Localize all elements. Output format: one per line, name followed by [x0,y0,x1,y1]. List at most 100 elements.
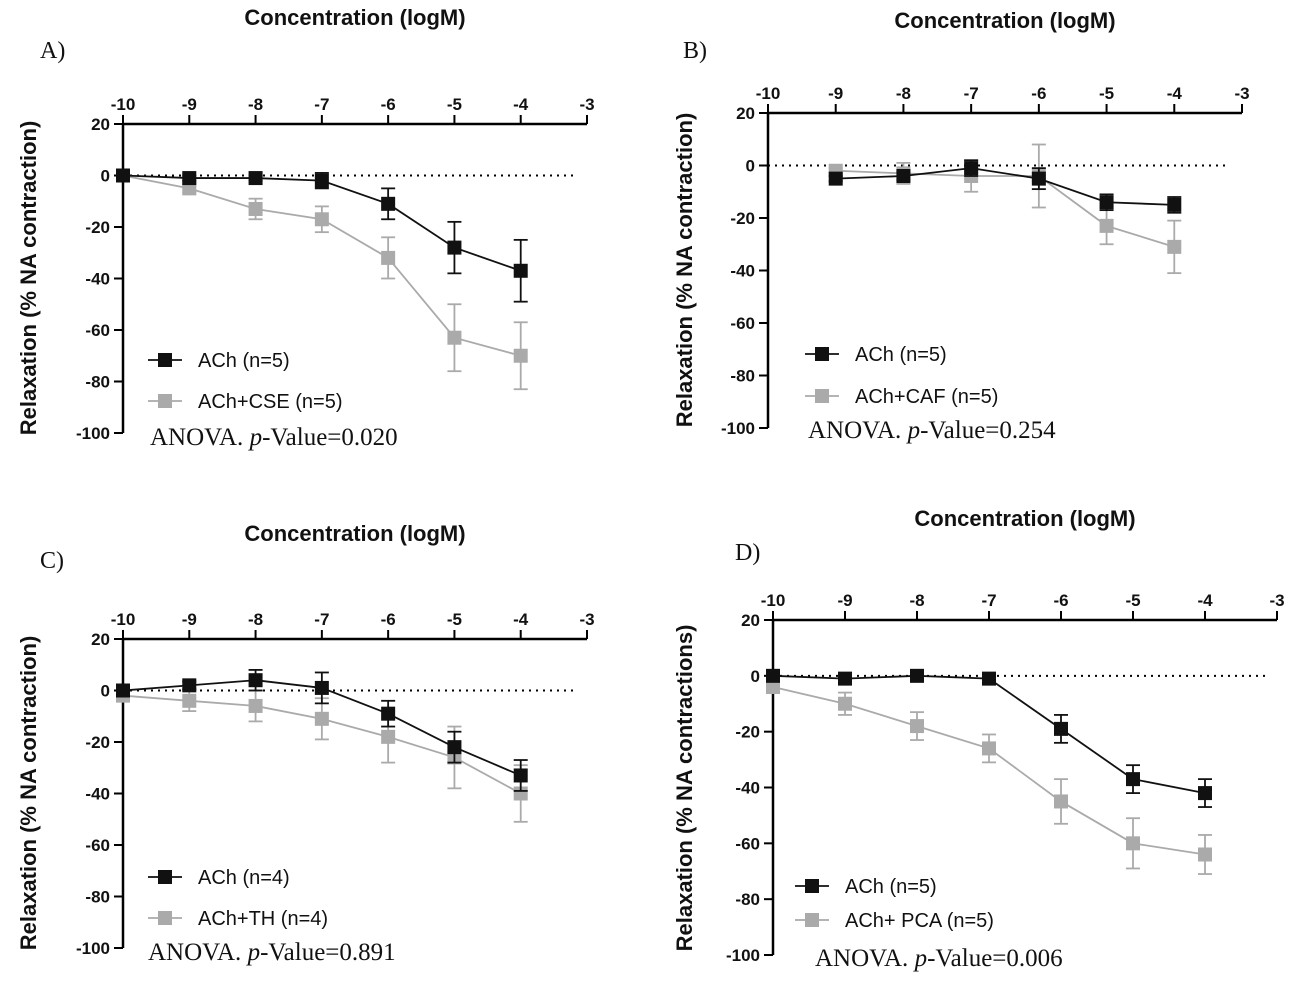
panel-label: A) [40,38,65,64]
data-point [513,768,528,783]
x-tick-label: -7 [964,84,979,103]
x-tick-label: -5 [1125,591,1140,610]
y-axis-label: Relaxation (% NA contraction) [16,636,41,951]
x-tick-label: -8 [909,591,924,610]
data-point [1198,786,1212,801]
y-tick-label: 20 [91,115,110,134]
data-point [447,330,462,345]
legend-marker [158,911,172,925]
anova-annotation: ANOVA. p-Value=0.891 [148,939,396,966]
legend-entry: ACh+CSE (n=5) [198,391,343,413]
data-point [314,711,329,726]
y-tick-label: -40 [735,779,760,798]
data-point [314,212,329,227]
anova-p-symbol: p [246,939,261,966]
anova-prefix: ANOVA. [148,939,248,966]
anova-p-symbol: p [913,945,928,972]
legend: ACh (n=4) ACh+TH (n=4) [148,867,328,930]
y-tick-label: -100 [726,946,760,965]
legend-marker [805,879,819,893]
panel-label: C) [40,548,64,574]
x-tick-label: -9 [182,95,197,114]
x-tick-label: -9 [182,610,197,629]
y-tick-label: -40 [730,262,755,281]
data-point [1099,218,1114,233]
series-ach-treatment [116,688,528,823]
anova-prefix: ANOVA. [808,417,908,444]
x-tick-label: -6 [1053,591,1068,610]
data-point [766,680,780,694]
data-point [1054,721,1068,736]
anova-prefix: ANOVA. [815,945,915,972]
anova-value: -Value=0.891 [260,939,396,966]
data-point [447,740,462,755]
x-tick-label: -3 [579,610,594,629]
data-point [513,786,528,801]
anova-value: -Value=0.020 [262,424,398,451]
x-tick-label: -10 [111,95,136,114]
chart-panel-b: Concentration (logM) B) -10 -9 -8 -7 -6 -5 -4 -3 2… [672,8,1250,444]
y-axis-label: Relaxation (% NA contraction) [672,113,697,428]
series-ach [116,669,528,792]
y-tick-label: -100 [76,424,110,443]
anova-annotation: ANOVA. p-Value=0.006 [815,945,1063,972]
legend-marker [815,347,829,361]
data-point [381,729,396,744]
data-point [910,719,924,734]
data-point [182,693,197,708]
data-point [1031,171,1046,186]
x-tick-label: -4 [1197,591,1213,610]
legend-entry: ACh (n=5) [198,350,290,372]
data-point [182,678,197,693]
data-point [248,171,263,186]
legend-entry: ACh+CAF (n=5) [855,386,998,408]
x-tick-label: -6 [1031,84,1046,103]
series-ach [116,168,528,303]
legend-entry: ACh (n=4) [198,867,290,889]
legend-entry: ACh+TH (n=4) [198,908,328,930]
data-point [838,671,852,686]
x-tick-label: -9 [828,84,843,103]
anova-value: -Value=0.006 [927,945,1063,972]
data-point [1126,836,1140,851]
series-line [835,167,1175,206]
x-tick-label: -4 [513,95,529,114]
y-tick-label: -80 [730,367,755,386]
data-point [381,250,396,265]
data-point [828,171,843,186]
x-tick-label: -8 [896,84,911,103]
data-point [1167,197,1182,212]
x-tick-label: -3 [579,95,594,114]
data-point [896,169,911,183]
legend-marker [158,394,172,408]
data-point [1167,239,1182,254]
y-tick-label: 20 [741,611,760,630]
data-point [1054,794,1068,809]
x-tick-label: -9 [837,591,852,610]
x-tick-label: -3 [1269,591,1284,610]
data-point [314,680,329,695]
legend-entry: ACh (n=5) [845,876,937,898]
data-point [964,161,979,176]
y-tick-label: -40 [85,785,110,804]
series-line [772,686,1206,856]
data-point [513,263,528,278]
x-tick-label: -7 [981,591,996,610]
y-tick-label: -80 [85,373,110,392]
chart-panel-c: Concentration (logM) C) -10 -9 -8 -7 -6 -5 -4 -3 2… [16,521,595,966]
y-tick-label: -100 [721,419,755,438]
y-tick-label: 0 [746,157,755,176]
y-tick-label: -20 [85,733,110,752]
data-point [447,240,462,255]
chart-title: Concentration (logM) [244,5,465,30]
x-tick-label: -5 [447,95,462,114]
y-tick-label: -60 [735,834,760,853]
data-point [116,168,130,183]
series-ach [766,668,1212,808]
x-tick-label: -8 [248,95,263,114]
anova-annotation: ANOVA. p-Value=0.254 [808,417,1056,444]
y-tick-label: -20 [85,218,110,237]
data-point [314,173,329,188]
anova-value: -Value=0.254 [920,417,1056,444]
y-tick-label: 0 [101,167,110,186]
